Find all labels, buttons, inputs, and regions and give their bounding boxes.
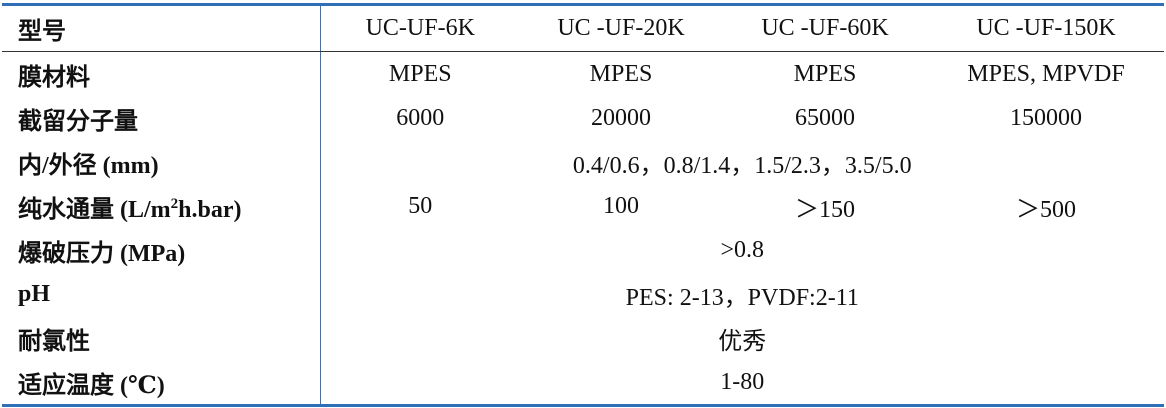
cell: 20000 <box>591 104 651 131</box>
cell: MPES, MPVDF <box>967 60 1125 87</box>
header-cell: UC -UF-20K <box>520 4 722 52</box>
cell: MPES <box>589 60 653 87</box>
cell: 0.4/0.6，0.8/1.4，1.5/2.3，3.5/5.0 <box>572 152 912 179</box>
spec-table: 型号 UC-UF-6K UC -UF-20K UC -UF-60K UC -UF-150… <box>2 3 1164 407</box>
row-label: 内/外径 (mm) <box>2 140 321 184</box>
table-row: 膜材料 MPES MPES MPES MPES, MPVDF <box>2 51 1164 96</box>
label-text: 膜材料 <box>18 64 90 91</box>
cell: ＞150 <box>795 196 855 223</box>
label-text: pH <box>18 280 51 307</box>
label-text: 截留分子量 <box>18 108 138 135</box>
cell: 65000 <box>795 104 855 131</box>
header-cell: UC -UF-150K <box>928 4 1164 52</box>
row-label: 耐氯性 <box>2 316 321 360</box>
table-row: 内/外径 (mm) 0.4/0.6，0.8/1.4，1.5/2.3，3.5/5.0 <box>2 140 1164 184</box>
cell: PES: 2-13，PVDF:2-11 <box>625 284 859 311</box>
label-text: 适应温度 (℃) <box>18 372 165 399</box>
table-row: 纯水通量 (L/m2h.bar) 50 100 ＞150 ＞500 <box>2 184 1164 228</box>
label-text: 内/外径 (mm) <box>18 152 159 179</box>
header-row: 型号 UC-UF-6K UC -UF-20K UC -UF-60K UC -UF-150… <box>2 4 1164 52</box>
cell: 100 <box>603 192 639 219</box>
table-row: 截留分子量 6000 20000 65000 150000 <box>2 96 1164 140</box>
cell: ＞500 <box>1016 196 1076 223</box>
row-label: 适应温度 (℃) <box>2 360 321 406</box>
table-row: pH PES: 2-13，PVDF:2-11 <box>2 272 1164 316</box>
cell: 1-80 <box>720 368 765 395</box>
row-label: 截留分子量 <box>2 96 321 140</box>
row-label: 膜材料 <box>2 51 321 96</box>
superscript: 2 <box>170 195 179 212</box>
cell: >0.8 <box>720 236 765 263</box>
table-body: 型号 UC-UF-6K UC -UF-20K UC -UF-60K UC -UF-150… <box>2 4 1164 406</box>
cell: 150000 <box>1010 104 1082 131</box>
table-row: 适应温度 (℃) 1-80 <box>2 360 1164 406</box>
table-row: 爆破压力 (MPa) >0.8 <box>2 228 1164 272</box>
table-row: 耐氯性 优秀 <box>2 316 1164 360</box>
row-label: pH <box>2 272 321 316</box>
label-text: 耐氯性 <box>18 328 90 355</box>
cell: 优秀 <box>718 328 767 355</box>
row-label: 爆破压力 (MPa) <box>2 228 321 272</box>
cell: 50 <box>408 192 433 219</box>
cell: MPES <box>793 60 857 87</box>
label-text: h.bar) <box>178 196 242 223</box>
header-label: 型号 <box>2 4 321 52</box>
label-text: 爆破压力 (MPa) <box>18 240 186 267</box>
cell: 6000 <box>396 104 445 131</box>
cell: MPES <box>388 60 452 87</box>
label-text: 纯水通量 (L/m <box>18 196 171 223</box>
header-cell: UC -UF-60K <box>722 4 928 52</box>
row-label: 纯水通量 (L/m2h.bar) <box>2 184 321 228</box>
header-cell: UC-UF-6K <box>320 4 520 52</box>
